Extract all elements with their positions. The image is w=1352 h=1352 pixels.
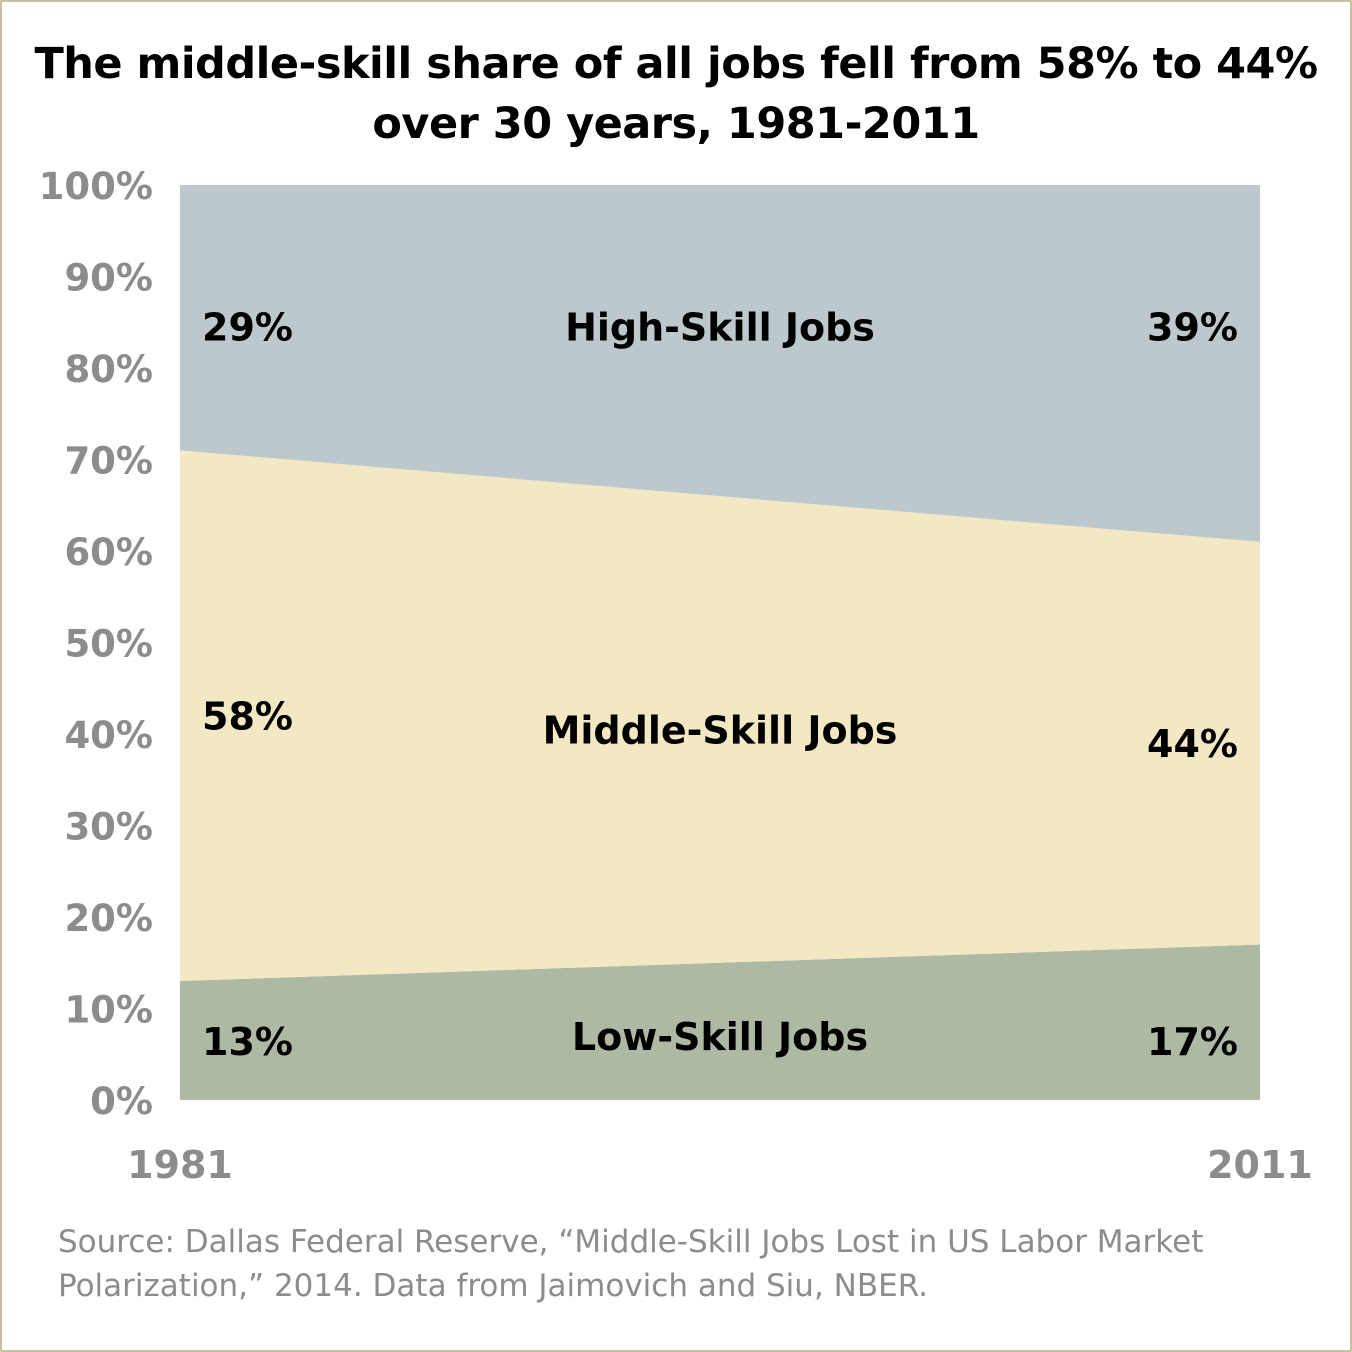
y-tick-label: 70% [64, 440, 153, 483]
x-tick-label-1981: 1981 [127, 1143, 233, 1187]
x-tick-label-2011: 2011 [1207, 1143, 1313, 1187]
source-note-line-1: Source: Dallas Federal Reserve, “Middle-… [58, 1224, 1204, 1260]
source-note-line-2: Polarization,” 2014. Data from Jaimovich… [58, 1268, 928, 1304]
y-tick-label: 60% [64, 531, 153, 574]
data-label-middle-skill-jobs-1981: 58% [202, 695, 293, 739]
chart-title-line-1: The middle-skill share of all jobs fell … [34, 39, 1318, 89]
source-note: Source: Dallas Federal Reserve, “Middle-… [58, 1220, 1328, 1308]
series-label-high-skill-jobs: High-Skill Jobs [565, 306, 875, 350]
data-label-low-skill-jobs-1981: 13% [202, 1020, 293, 1064]
area-middle-skill-jobs [180, 450, 1260, 981]
area-layer [180, 185, 1260, 1100]
y-tick-label: 80% [64, 348, 153, 391]
series-label-low-skill-jobs: Low-Skill Jobs [572, 1015, 868, 1059]
area-low-skill-jobs [180, 944, 1260, 1100]
chart-title: The middle-skill share of all jobs fell … [0, 34, 1352, 154]
chart-title-line-2: over 30 years, 1981-2011 [372, 99, 980, 149]
y-tick-label: 50% [64, 623, 153, 666]
x-axis: 1981 2011 [127, 1143, 1313, 1187]
y-tick-label: 90% [64, 257, 153, 300]
y-tick-label: 0% [90, 1080, 153, 1123]
y-tick-label: 20% [64, 897, 153, 940]
data-label-middle-skill-jobs-2011: 44% [1147, 722, 1238, 766]
y-tick-label: 10% [64, 989, 153, 1032]
y-axis: 0% 10% 20% 30% 40% 50% 60% 70% 80% 90% 100% [39, 165, 153, 1123]
data-label-high-skill-jobs-2011: 39% [1147, 306, 1238, 350]
y-tick-label: 40% [64, 714, 153, 757]
series-label-middle-skill-jobs: Middle-Skill Jobs [543, 708, 898, 752]
y-tick-label: 30% [64, 806, 153, 849]
area-high-skill-jobs [180, 185, 1260, 542]
data-label-high-skill-jobs-1981: 29% [202, 306, 293, 350]
data-labels: 13% 17% Low-Skill Jobs 58% 44% Middle-Skill J… [202, 306, 1238, 1064]
data-label-low-skill-jobs-2011: 17% [1147, 1020, 1238, 1064]
y-tick-label: 100% [39, 165, 153, 208]
